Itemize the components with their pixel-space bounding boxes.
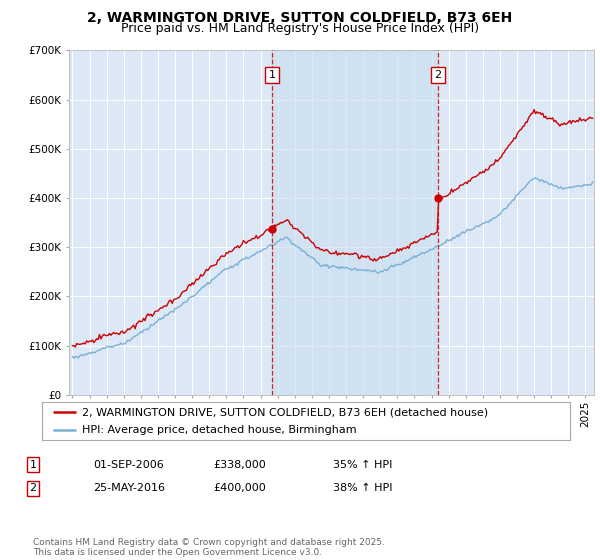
Text: 38% ↑ HPI: 38% ↑ HPI [333,483,392,493]
Text: 01-SEP-2006: 01-SEP-2006 [93,460,164,470]
Text: 2, WARMINGTON DRIVE, SUTTON COLDFIELD, B73 6EH (detached house): 2, WARMINGTON DRIVE, SUTTON COLDFIELD, B… [82,408,488,418]
Bar [272,50,438,395]
Text: 2, WARMINGTON DRIVE, SUTTON COLDFIELD, B73 6EH: 2, WARMINGTON DRIVE, SUTTON COLDFIELD, B… [88,11,512,25]
Text: £338,000: £338,000 [213,460,266,470]
Text: HPI: Average price, detached house, Birmingham: HPI: Average price, detached house, Birm… [82,426,356,436]
Text: 2: 2 [434,70,442,80]
Text: 1: 1 [29,460,37,470]
Text: 1: 1 [268,70,275,80]
Text: Price paid vs. HM Land Registry's House Price Index (HPI): Price paid vs. HM Land Registry's House … [121,22,479,35]
Text: 25-MAY-2016: 25-MAY-2016 [93,483,165,493]
Text: 2: 2 [29,483,37,493]
Text: Contains HM Land Registry data © Crown copyright and database right 2025.
This d: Contains HM Land Registry data © Crown c… [33,538,385,557]
Text: £400,000: £400,000 [213,483,266,493]
Text: 35% ↑ HPI: 35% ↑ HPI [333,460,392,470]
